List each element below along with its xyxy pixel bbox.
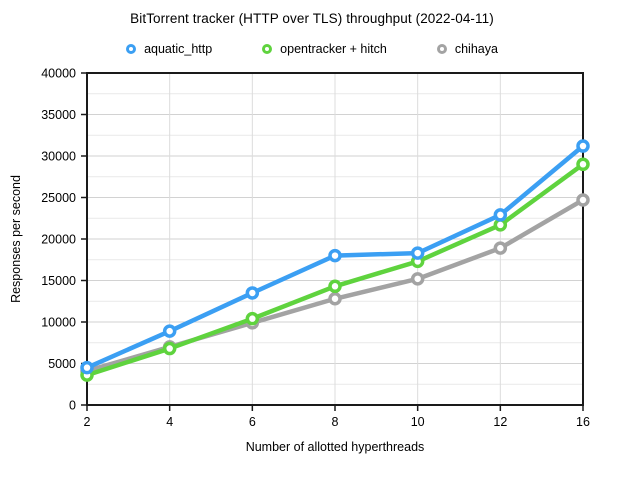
data-point-marker bbox=[410, 246, 425, 260]
data-point-marker bbox=[576, 193, 590, 207]
data-point-marker bbox=[328, 292, 342, 306]
data-point-marker bbox=[576, 157, 590, 172]
data-point-marker bbox=[493, 241, 508, 255]
x-tick-label: 8 bbox=[332, 415, 339, 429]
data-point-marker bbox=[328, 279, 342, 294]
legend-ring-icon bbox=[126, 44, 137, 54]
x-tick-label: 2 bbox=[84, 415, 91, 429]
data-point-marker bbox=[576, 139, 590, 153]
chart-title: BitTorrent tracker (HTTP over TLS) throu… bbox=[130, 11, 494, 26]
y-tick-label: 25000 bbox=[41, 191, 76, 205]
legend-item-opentracker-hitch: opentracker + hitch bbox=[262, 42, 387, 56]
series-layer bbox=[80, 139, 590, 382]
y-tick-label: 35000 bbox=[41, 108, 76, 122]
legend-ring-icon bbox=[262, 44, 273, 54]
x-tick-label: 6 bbox=[249, 415, 256, 429]
y-tick-label: 10000 bbox=[41, 316, 76, 330]
axis-layer: 0 5000 10000 15000 20000 25000 30000 35000 40000… bbox=[41, 67, 590, 430]
legend-label: aquatic_http bbox=[144, 42, 213, 56]
data-point-marker bbox=[162, 341, 177, 356]
data-point-marker bbox=[245, 286, 260, 300]
data-point-marker bbox=[245, 311, 260, 326]
x-tick-label: 12 bbox=[493, 415, 507, 429]
y-tick-label: 5000 bbox=[48, 357, 76, 371]
y-tick-label: 15000 bbox=[41, 274, 76, 288]
legend-label: opentracker + hitch bbox=[280, 42, 387, 56]
x-tick-label: 4 bbox=[166, 415, 173, 429]
x-axis-label: Number of allotted hyperthreads bbox=[246, 440, 425, 454]
data-point-marker bbox=[328, 248, 342, 263]
data-point-marker bbox=[162, 324, 177, 338]
legend-ring-icon bbox=[436, 44, 447, 54]
data-point-marker bbox=[80, 360, 94, 375]
data-point-marker bbox=[410, 272, 425, 286]
chart-legend: aquatic_http opentracker + hitch chihaya bbox=[0, 42, 624, 56]
y-axis-label: Responses per second bbox=[9, 175, 23, 303]
data-point-marker bbox=[493, 208, 508, 222]
x-tick-label: 10 bbox=[411, 415, 425, 429]
y-tick-label: 0 bbox=[69, 399, 76, 413]
x-tick-label: 16 bbox=[576, 415, 590, 429]
y-tick-label: 40000 bbox=[41, 67, 76, 81]
legend-label: chihaya bbox=[454, 42, 498, 56]
y-tick-label: 20000 bbox=[41, 233, 76, 247]
grid-layer bbox=[87, 72, 583, 406]
y-tick-label: 30000 bbox=[41, 150, 76, 164]
legend-item-aquatic-http: aquatic_http bbox=[126, 42, 212, 56]
legend-item-chihaya: chihaya bbox=[436, 42, 498, 56]
